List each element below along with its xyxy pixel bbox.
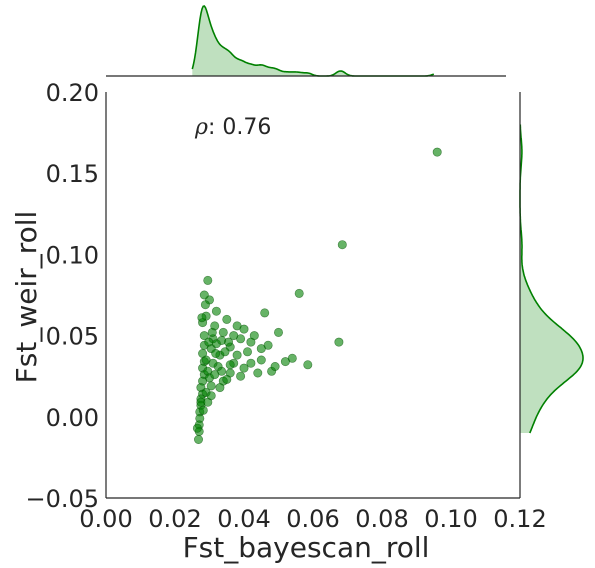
scatter-point — [222, 314, 232, 324]
x-tick-label: 0.10 — [424, 505, 477, 533]
scatter-point — [239, 324, 249, 334]
correlation-value: : 0.76 — [208, 115, 271, 140]
scatter-point — [198, 405, 208, 415]
right-kde-fill — [520, 124, 583, 433]
scatter-point — [229, 331, 239, 341]
scatter-point — [243, 347, 253, 357]
top-marginal-kde — [106, 5, 506, 77]
scatter-point — [218, 327, 228, 337]
scatter-point — [270, 361, 280, 371]
x-tick-label: 0.08 — [355, 505, 408, 533]
scatter-point — [199, 331, 209, 341]
right-marginal-kde — [519, 92, 584, 498]
scatter-point — [199, 290, 209, 300]
scatter-point — [246, 358, 256, 368]
x-axis-label: Fst_bayescan_roll — [183, 531, 430, 564]
scatter-point — [246, 337, 256, 347]
scatter-point — [208, 358, 218, 368]
scatter-point — [217, 335, 227, 345]
y-axis-label: Fst_weir_roll — [10, 211, 43, 384]
scatter-point — [273, 327, 283, 337]
x-tick-labels: 0.00 0.02 0.04 0.06 0.08 0.10 0.12 — [79, 505, 546, 533]
scatter-point — [207, 327, 217, 337]
scatter-point — [260, 308, 270, 318]
scatter-plot-area: 0.00 0.02 0.04 0.06 0.08 0.10 0.12 −0.050.000.… — [10, 79, 547, 564]
x-tick-label: 0.04 — [217, 505, 270, 533]
y-tick-label: 0.10 — [46, 241, 99, 269]
x-tick-label: 0.00 — [79, 505, 132, 533]
scatter-point — [211, 348, 221, 358]
y-tick-label: −0.05 — [25, 485, 99, 513]
x-tick-label: 0.06 — [286, 505, 339, 533]
x-tick-label: 0.02 — [148, 505, 201, 533]
scatter-point — [256, 344, 266, 354]
scatter-point — [256, 355, 266, 365]
scatter-point — [232, 350, 242, 360]
correlation-annotation: ρ: 0.76 — [194, 115, 271, 140]
scatter-point — [280, 357, 290, 367]
scatter-point — [253, 368, 263, 378]
scatter-point — [303, 360, 313, 370]
scatter-point — [200, 300, 210, 310]
y-tick-label: 0.00 — [46, 404, 99, 432]
y-tick-label: 0.05 — [46, 323, 99, 351]
scatter-point — [294, 288, 304, 298]
scatter-point — [211, 306, 221, 316]
scatter-point — [432, 147, 442, 157]
scatter-point — [192, 423, 202, 433]
scatter-point — [197, 313, 207, 323]
y-tick-label: 0.15 — [46, 160, 99, 188]
scatter-point — [337, 240, 347, 250]
scatter-point — [215, 383, 225, 393]
y-tick-labels: −0.05 0.00 0.05 0.10 0.15 0.20 — [25, 79, 99, 513]
x-tick-label: 0.12 — [493, 505, 546, 533]
scatter-point — [220, 347, 230, 357]
scatter-point — [239, 363, 249, 373]
scatter-point — [225, 360, 235, 370]
scatter-point — [236, 371, 246, 381]
scatter-point — [334, 337, 344, 347]
scatter-point — [204, 337, 214, 347]
y-tick-label: 0.20 — [46, 79, 99, 107]
scatter-point — [206, 391, 216, 401]
scatter-point — [203, 275, 213, 285]
scatter-point — [210, 370, 220, 380]
rho-symbol: ρ — [194, 115, 208, 140]
scatter-point — [222, 374, 232, 384]
top-kde-fill — [192, 6, 434, 76]
scatter-point — [194, 434, 204, 444]
scatter-points — [192, 147, 442, 444]
